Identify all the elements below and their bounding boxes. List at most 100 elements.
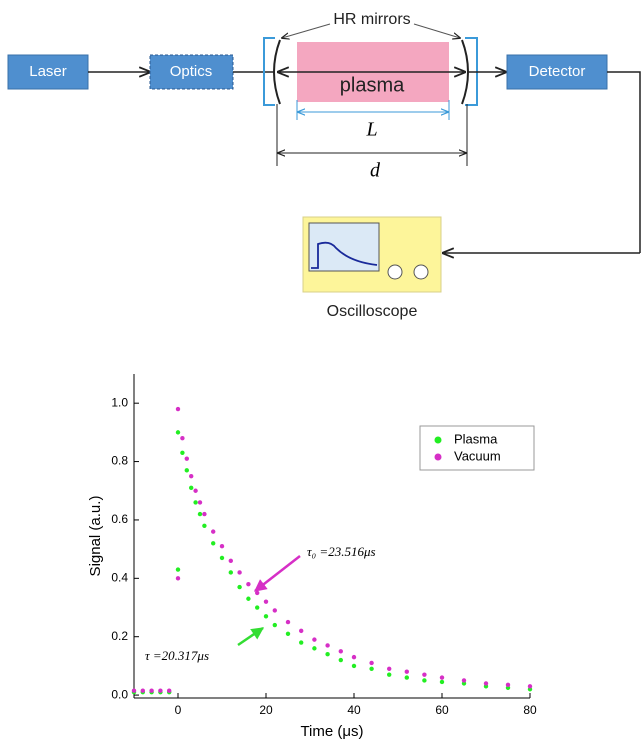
data-point [175, 576, 181, 581]
data-point [219, 555, 225, 561]
mirror [461, 39, 469, 105]
signal-line [607, 71, 641, 253]
optics-label: Optics [170, 63, 213, 80]
data-point [263, 599, 269, 604]
annotation-arrow [237, 626, 265, 647]
data-point [338, 657, 343, 663]
data-point [285, 619, 291, 625]
y-tick-label: 0.0 [111, 687, 128, 701]
data-point [197, 500, 203, 505]
legend-marker [434, 453, 442, 461]
data-point [483, 681, 489, 686]
distance-label: d [370, 160, 381, 182]
laser-box [7, 54, 89, 90]
data-point [167, 688, 172, 693]
data-point [197, 511, 203, 517]
data-point [175, 567, 181, 572]
data-point [439, 675, 445, 680]
data-point [180, 436, 185, 441]
data-point [299, 640, 304, 645]
data-point [505, 682, 511, 688]
x-tick-label: 40 [347, 703, 361, 717]
annotation: τ₀ =23.516μs [307, 544, 376, 559]
annotation: τ =20.317μs [145, 648, 209, 663]
x-tick-label: 60 [435, 703, 449, 717]
data-point [184, 468, 189, 473]
data-point [439, 679, 445, 685]
data-point [140, 688, 145, 693]
data-point [237, 584, 242, 590]
y-tick-label: 0.8 [111, 454, 128, 468]
x-axis-label: Time (μs) [300, 723, 363, 740]
data-point [158, 688, 163, 693]
data-point [202, 511, 207, 517]
legend-label: Plasma [454, 431, 498, 446]
plasma-label: plasma [340, 74, 405, 96]
data-point [237, 570, 242, 575]
x-tick-label: 20 [259, 703, 273, 717]
data-point [387, 666, 392, 672]
legend-marker [434, 436, 442, 444]
y-tick-label: 0.2 [111, 629, 128, 643]
mirrors-label: HR mirrors [333, 11, 410, 28]
data-point [228, 570, 233, 575]
data-point [338, 649, 343, 654]
data-point [272, 622, 277, 628]
data-point [184, 456, 189, 461]
y-tick-label: 1.0 [111, 395, 128, 409]
detector-label: Detector [529, 63, 586, 80]
data-point [219, 544, 225, 549]
data-point [228, 558, 233, 564]
data-point [255, 590, 260, 596]
x-tick-label: 80 [523, 703, 537, 717]
data-point [246, 581, 251, 587]
knob [387, 264, 403, 280]
y-tick-label: 0.4 [111, 570, 128, 584]
data-point [272, 608, 277, 613]
data-point [193, 488, 198, 493]
data-point [461, 678, 467, 683]
data-point [404, 675, 409, 680]
data-point [193, 500, 198, 505]
data-point [387, 672, 392, 677]
data-point [211, 529, 216, 534]
data-point [189, 485, 194, 491]
pointer [413, 23, 460, 38]
data-point [404, 669, 409, 674]
data-point [175, 406, 181, 412]
data-point [202, 523, 207, 528]
setup-diagram: Laser Optics plasma HR mirrors Detector … [7, 11, 641, 320]
laser-label: Laser [29, 63, 67, 80]
oscilloscope-label: Oscilloscope [327, 303, 418, 320]
mirror-mount [263, 37, 275, 106]
legend: Plasma Vacuum [419, 425, 535, 471]
data-point [351, 654, 357, 660]
data-point [369, 666, 374, 672]
optics-box [149, 54, 234, 90]
y-tick-label: 0.6 [111, 512, 128, 526]
data-point [369, 660, 374, 666]
data-point [175, 430, 181, 435]
data-point [246, 596, 251, 601]
data-point [263, 614, 269, 619]
data-point [180, 450, 185, 456]
knob [413, 264, 429, 280]
legend-box [419, 425, 535, 471]
pointer [282, 23, 331, 38]
length-label: L [365, 119, 377, 141]
data-point [422, 678, 427, 683]
data-point [189, 473, 194, 479]
legend-label: Vacuum [454, 448, 501, 463]
data-point [299, 628, 304, 634]
data-point [255, 605, 260, 610]
data-point [312, 637, 317, 642]
annotation-arrow [254, 555, 301, 592]
screen-trace [311, 241, 378, 269]
decay-chart: 0.0 0.2 0.4 0.6 0.8 1.0 0 20 40 60 80 Time (μs) Sign… [87, 374, 537, 740]
data-point [211, 541, 216, 546]
data-point [285, 631, 291, 636]
data-point [325, 643, 330, 648]
mirror [273, 39, 281, 105]
